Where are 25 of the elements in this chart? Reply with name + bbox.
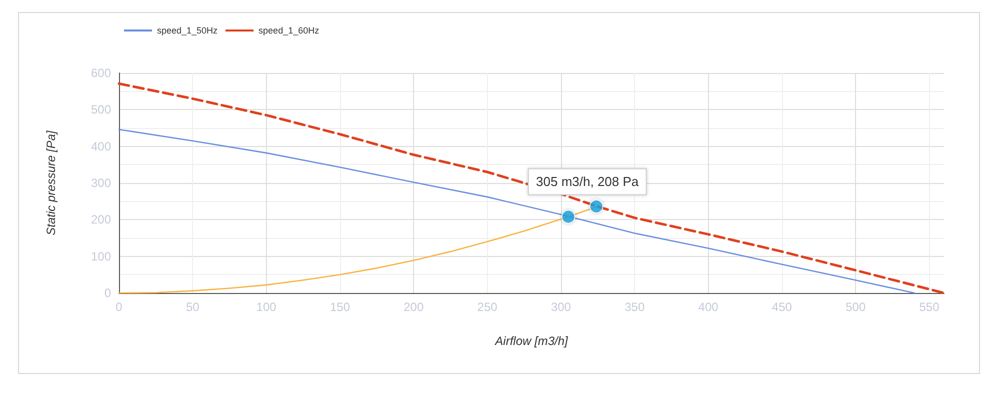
legend-label: speed_1_60Hz	[258, 26, 320, 36]
x-tick-label: 400	[698, 300, 719, 314]
x-tick-label: 100	[256, 300, 277, 314]
x-tick-label: 250	[477, 300, 498, 314]
line-series	[118, 128, 916, 294]
x-tick-label: 200	[404, 300, 424, 314]
x-tick-label: 550	[919, 300, 940, 314]
x-tick-label: 450	[772, 300, 792, 314]
y-tick-label: 100	[90, 249, 112, 264]
annotation: 305 m3/h, 208 Pa	[536, 174, 640, 190]
y-tick-label: 400	[90, 139, 112, 154]
x-tick-label: 150	[330, 300, 350, 314]
y-tick-label: 200	[90, 212, 112, 227]
x-axis-title: Airflow [m3/h]	[494, 334, 569, 348]
x-tick-label: 50	[186, 300, 200, 314]
x-tick-label: 0	[116, 300, 123, 314]
x-tick-label: 500	[846, 300, 866, 314]
y-tick-label: 300	[90, 176, 112, 190]
legend-label: speed_1_50Hz	[157, 26, 218, 36]
y-tick-label: 600	[90, 66, 112, 80]
y-tick-label: 0	[104, 286, 112, 300]
x-tick-label: 350	[624, 300, 645, 314]
x-tick-label: 300	[550, 300, 572, 314]
y-tick-label: 500	[90, 102, 112, 117]
y-axis-title: Static pressure [Pa]	[44, 130, 58, 236]
